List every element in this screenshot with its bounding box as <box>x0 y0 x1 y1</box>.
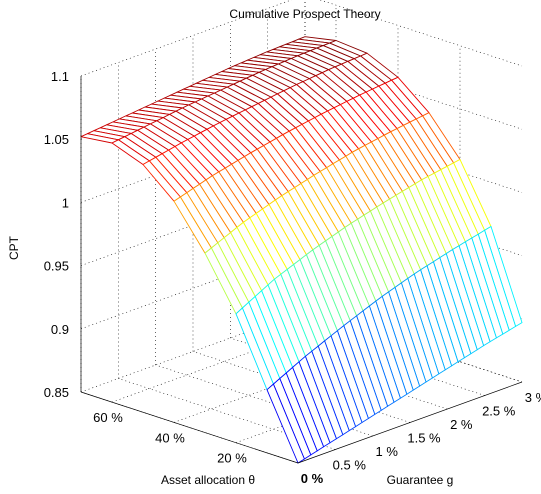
y-axis-label: Guarantee g <box>387 473 454 487</box>
x-tick-label: 20 % <box>217 451 247 466</box>
y-tick-label: 0.5 % <box>333 458 367 473</box>
surface-layer <box>80 36 523 464</box>
y-tick-label: 2.5 % <box>482 404 516 419</box>
surface-cell <box>266 383 305 464</box>
x-axis-line <box>80 391 299 464</box>
y-tick-label: 1.5 % <box>407 431 441 446</box>
y-tick-label: 2 % <box>450 417 473 432</box>
y-axis-line <box>297 381 523 464</box>
y-tick-label: 3 % <box>525 390 541 405</box>
z-tick-label: 1 <box>62 195 69 210</box>
z-axis-label: CPT <box>7 235 21 260</box>
x-axis-label: Asset allocation θ <box>161 473 255 487</box>
z-tick-label: 1.1 <box>51 69 69 84</box>
axis-layer: 0.85 0.9 0.95 1 1.05 1.1 20 % 40 % 60 % 0 % 0.5 % 1… <box>44 69 541 486</box>
y-tick-label: 0 % <box>301 471 324 486</box>
y-tick-label: 1 % <box>375 444 398 459</box>
z-tick-label: 0.9 <box>51 322 69 337</box>
z-tick-label: 1.05 <box>44 132 69 147</box>
z-tick-label: 0.85 <box>44 385 69 400</box>
x-tick-label: 40 % <box>155 430 185 445</box>
z-tick-label: 0.95 <box>44 259 69 274</box>
x-tick-label: 60 % <box>93 410 123 425</box>
